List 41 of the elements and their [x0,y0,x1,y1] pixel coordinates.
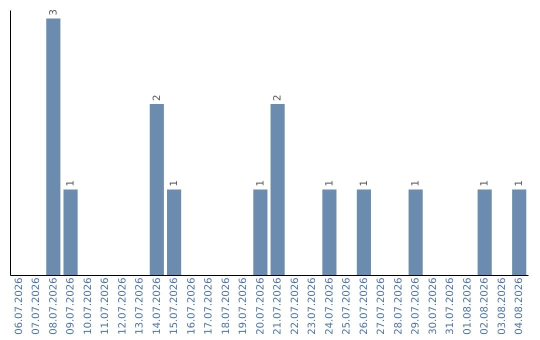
x-tick-label: 01.08.2026 [462,278,474,335]
x-tick-label: 29.07.2026 [410,278,422,335]
x-tick-label: 23.07.2026 [307,278,318,335]
x-tick-label: 09.07.2026 [66,278,77,335]
x-tick-label: 20.07.2026 [255,278,266,335]
x-tick-label: 31.07.2026 [445,278,456,335]
x-tick-label: 13.07.2026 [134,278,146,335]
x-tick-label: 18.07.2026 [220,278,232,335]
x-tick-label: 16.07.2026 [186,278,198,335]
x-tick-label: 17.07.2026 [204,278,215,335]
data-label: 1 [410,180,422,187]
x-tick-label: 12.07.2026 [117,278,128,335]
x-tick-label: 27.07.2026 [376,278,388,335]
x-tick-label: 25.07.2026 [342,278,353,335]
data-label: 1 [358,180,370,187]
x-tick-label: 15.07.2026 [169,278,180,335]
x-tick-label: 22.07.2026 [290,278,301,335]
data-label: 3 [48,9,60,16]
data-label: 2 [152,94,163,102]
x-tick-label: 30.07.2026 [428,278,439,335]
x-tick-label: 24.07.2026 [324,278,336,335]
x-tick-label: 19.07.2026 [238,278,250,335]
x-tick-label: 06.07.2026 [14,278,25,335]
data-label: 1 [514,180,526,187]
data-label: 1 [480,180,491,187]
x-tick-label: 02.08.2026 [480,278,491,335]
x-tick-label: 26.07.2026 [358,278,370,335]
data-label: 1 [255,180,266,187]
x-tick-label: 08.07.2026 [48,278,60,335]
x-tick-label: 14.07.2026 [152,278,163,335]
x-tick-label: 03.08.2026 [496,278,508,335]
x-tick-label: 11.07.2026 [100,278,112,335]
x-tick-label: 07.07.2026 [31,278,42,335]
x-tick-label: 10.07.2026 [82,278,94,335]
x-tick-label: 04.08.2026 [514,278,526,335]
data-label: 1 [324,180,336,187]
x-tick-label: 28.07.2026 [393,278,404,335]
data-label: 2 [272,94,284,102]
data-label: 1 [66,180,77,187]
data-label: 1 [169,180,180,187]
x-tick-label: 21.07.2026 [272,278,284,335]
